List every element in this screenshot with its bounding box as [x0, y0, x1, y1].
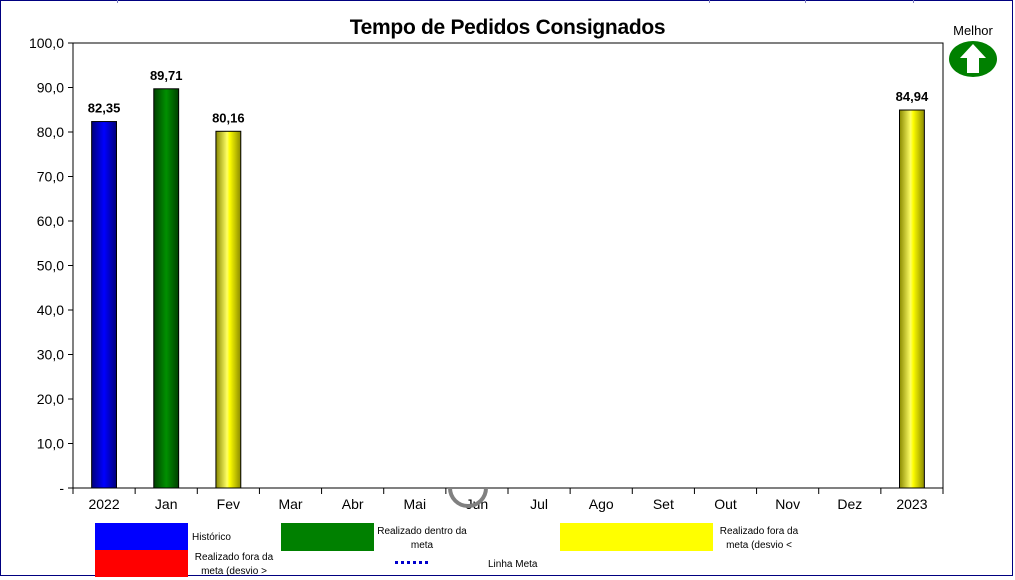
- bar-2023: [899, 109, 925, 489]
- x-tick-label: Out: [714, 496, 737, 512]
- y-tick-label: 10,0: [37, 436, 64, 452]
- y-tick-label: 100,0: [29, 35, 64, 51]
- bar-fev: [215, 130, 242, 489]
- x-tick-label: 2023: [896, 496, 927, 512]
- x-tick-label: Mar: [278, 496, 302, 512]
- up-arrow-icon: [949, 41, 997, 77]
- bar-jan: [153, 88, 180, 489]
- trend-direction-label: Melhor: [953, 23, 993, 38]
- data-label: 84,94: [896, 89, 929, 104]
- data-label: 89,71: [150, 68, 183, 83]
- data-label: 82,35: [88, 101, 121, 116]
- y-tick-label: 50,0: [37, 258, 64, 274]
- y-tick-label: 30,0: [37, 347, 64, 363]
- sheet-gridline: [913, 0, 914, 3]
- x-tick-label: Set: [653, 496, 674, 512]
- data-label: 80,16: [212, 110, 245, 125]
- bar-2022: [91, 121, 118, 489]
- sheet-gridline: [805, 0, 806, 3]
- chart-title: Tempo de Pedidos Consignados: [349, 16, 666, 39]
- sheet-gridline: [117, 0, 118, 3]
- y-tick-label: 70,0: [37, 169, 64, 185]
- x-tick-label: Nov: [775, 496, 800, 512]
- y-tick-label: -: [59, 480, 64, 496]
- x-tick-label: Dez: [837, 496, 862, 512]
- x-tick-label: Fev: [217, 496, 240, 512]
- x-tick-label: Jan: [155, 496, 178, 512]
- sheet-gridline: [709, 0, 710, 3]
- y-tick-label: 90,0: [37, 80, 64, 96]
- x-tick-label: Abr: [342, 496, 364, 512]
- y-tick-label: 20,0: [37, 391, 64, 407]
- x-tick-label: Ago: [589, 496, 614, 512]
- y-tick-label: 40,0: [37, 302, 64, 318]
- y-tick-label: 80,0: [37, 124, 64, 140]
- x-tick-label: Jul: [530, 496, 548, 512]
- x-tick-label: 2022: [88, 496, 119, 512]
- plot-area: [72, 42, 944, 489]
- y-tick-label: 60,0: [37, 213, 64, 229]
- x-tick-label: Mai: [404, 496, 427, 512]
- decorative-arc: [448, 487, 488, 508]
